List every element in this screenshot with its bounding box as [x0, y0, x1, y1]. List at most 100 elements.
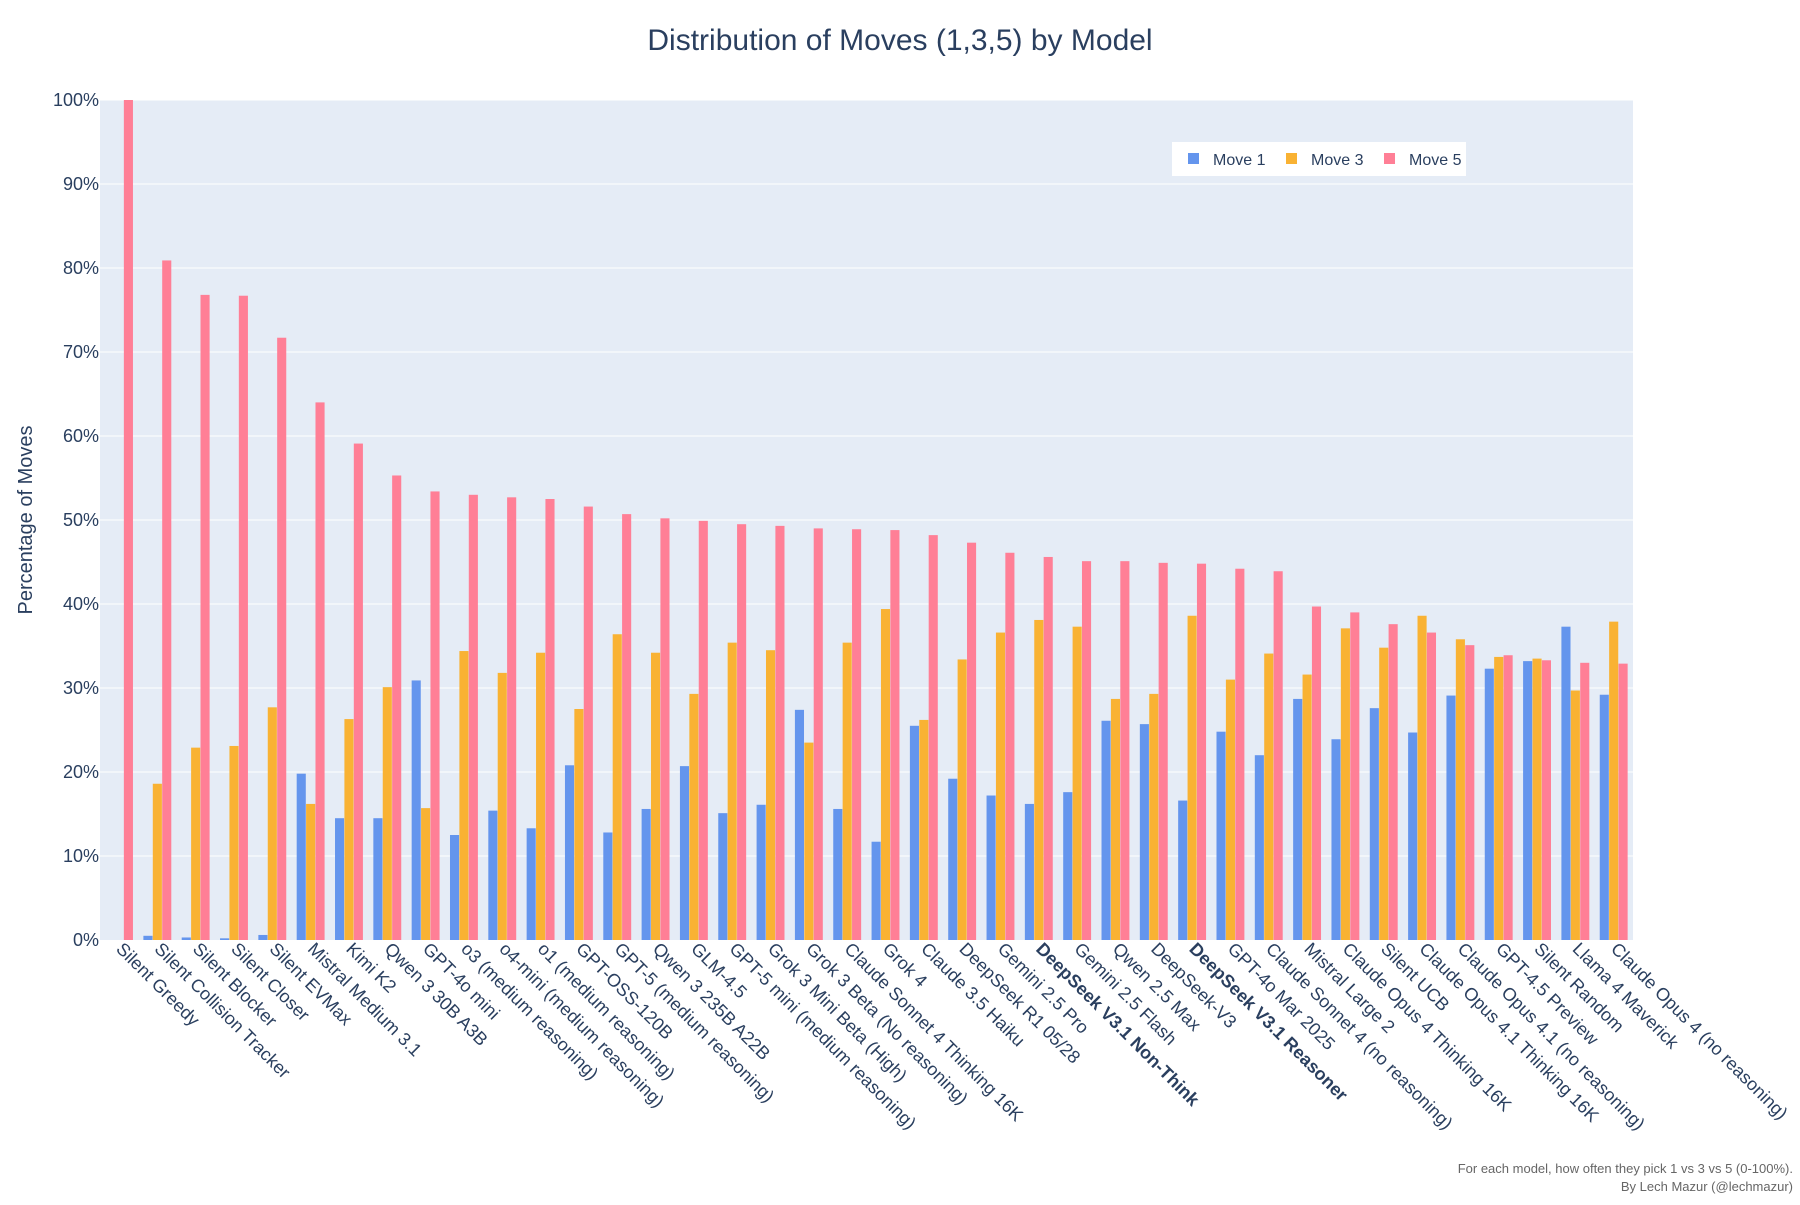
bar-move-3-gpt-4o-mar-2025	[1225, 679, 1235, 940]
y-tick-label: 10%	[63, 846, 99, 866]
bar-move-3-claude-sonnet-4-thinking-16k	[842, 642, 852, 940]
legend-label-move-5: Move 5	[1409, 152, 1462, 169]
bar-move-1-claude-opus-4-1-no-reasoning	[1446, 695, 1456, 940]
bar-move-3-gpt-4-5-preview	[1494, 656, 1504, 940]
bar-move-3-grok-4	[880, 609, 891, 940]
bar-move-1-gpt-5-medium-reasoning	[603, 832, 613, 940]
y-tick-label: 20%	[63, 762, 99, 782]
bar-move-1-gpt-4o-mar-2025	[1216, 731, 1226, 940]
bar-move-3-claude-opus-4-1-no-reasoning	[1455, 639, 1465, 940]
bar-move-5-gpt-4-5-preview	[1503, 655, 1513, 940]
bar-move-3-o3-medium-reasoning	[459, 651, 469, 940]
bar-move-5-grok-3-mini-beta-high	[775, 525, 785, 940]
bar-move-1-claude-opus-4-thinking-16k	[1331, 739, 1341, 940]
bar-move-1-silent-random	[1523, 661, 1533, 940]
bar-move-5-kimi-k2	[353, 443, 363, 940]
y-tick-label: 30%	[63, 678, 99, 698]
bar-move-3-gemini-2-5-flash	[1072, 626, 1082, 940]
bar-move-5-gpt-oss-120b	[583, 506, 593, 940]
bar-move-3-claude-opus-4-thinking-16k	[1340, 628, 1350, 940]
bar-move-3-silent-collision-tracker	[152, 783, 162, 940]
bar-move-3-glm-4-5	[689, 693, 699, 940]
bar-move-3-qwen-2-5-max	[1110, 698, 1121, 940]
bar-move-1-glm-4-5	[679, 766, 690, 940]
bar-move-1-kimi-k2	[335, 818, 345, 940]
y-tick-label: 40%	[63, 594, 99, 614]
bar-move-5-silent-blocker	[200, 294, 210, 940]
y-axis-ticks: 0% 10% 20% 30% 40% 50% 60% 70% 80% 90% 100%	[53, 90, 99, 950]
bar-move-1-grok-3-beta-no-reasoning	[794, 709, 805, 940]
bar-move-5-silent-evmax	[277, 337, 287, 941]
bar-move-1-silent-collision-tracker	[143, 935, 153, 940]
bar-move-5-silent-closer	[238, 295, 248, 941]
bar-move-5-grok-3-beta-no-reasoning	[813, 528, 823, 940]
bar-move-5-deepseek-v3-1-non-think	[1043, 556, 1053, 940]
bar-move-5-deepseek-v3	[1158, 562, 1168, 940]
bar-move-1-deepseek-v3-1-reasoner	[1178, 800, 1188, 940]
bar-move-5-o3-medium-reasoning	[468, 494, 478, 940]
bar-move-3-claude-opus-4-1-thinking-16k	[1417, 615, 1427, 940]
bar-move-1-grok-4	[871, 841, 881, 940]
bar-move-1-qwen-3-30b-a3b	[373, 818, 383, 940]
bar-move-3-llama-4-maverick	[1570, 690, 1580, 940]
bar-move-5-claude-sonnet-4-thinking-16k	[852, 529, 862, 940]
bar-move-1-o3-medium-reasoning	[449, 835, 460, 940]
bar-move-3-qwen-3-235b-a22b	[651, 652, 661, 940]
bar-move-5-grok-4	[890, 530, 900, 940]
bar-move-1-gpt-oss-120b	[564, 765, 575, 940]
bar-move-5-mistral-medium-3-1	[315, 402, 325, 940]
bar-move-1-mistral-medium-3-1	[296, 773, 306, 940]
bar-move-5-o4-mini-medium-reasoning	[507, 497, 517, 940]
y-tick-label: 70%	[63, 342, 99, 362]
annotation-author: By Lech Mazur (@lechmazur)	[1621, 1179, 1793, 1194]
bar-move-1-deepseek-v3	[1139, 724, 1149, 940]
bar-move-1-gemini-2-5-pro	[986, 795, 996, 940]
bar-move-1-gpt-5-mini-medium-reasoning	[718, 813, 728, 940]
bar-move-5-gpt-4o-mini	[430, 491, 440, 940]
legend-swatch-move-3	[1286, 153, 1297, 164]
bar-move-3-deepseek-v3-1-non-think	[1034, 619, 1044, 940]
bar-move-1-deepseek-r1-05-28	[948, 778, 958, 940]
bar-move-5-gemini-2-5-pro	[1005, 552, 1015, 940]
bar-move-5-qwen-2-5-max	[1120, 561, 1130, 940]
bar-move-1-gpt-4o-mini	[411, 680, 421, 940]
bars	[123, 100, 1628, 941]
bar-move-5-glm-4-5	[698, 520, 708, 940]
bar-move-5-claude-opus-4-1-no-reasoning	[1465, 645, 1475, 940]
bar-move-3-deepseek-v3-1-reasoner	[1187, 615, 1197, 940]
x-tick-label: Claude Opus 4 (no reasoning)	[1607, 939, 1792, 1124]
legend-box	[1172, 142, 1466, 176]
bar-move-3-o1-medium-reasoning	[536, 652, 546, 940]
bar-move-5-silent-ucb	[1388, 624, 1398, 940]
bar-move-1-silent-evmax	[258, 934, 268, 940]
y-tick-label: 50%	[63, 510, 99, 530]
y-tick-label: 0%	[73, 930, 99, 950]
legend-label-move-1: Move 1	[1213, 152, 1266, 169]
bar-move-1-claude-opus-4-no-reasoning	[1599, 694, 1609, 940]
y-axis-label: Percentage of Moves	[15, 426, 37, 615]
bar-move-5-silent-collision-tracker	[162, 260, 172, 940]
legend: Move 1 Move 3 Move 5	[1172, 142, 1466, 176]
bar-move-3-deepseek-r1-05-28	[957, 659, 967, 940]
bar-move-3-mistral-large-2	[1302, 674, 1312, 940]
bar-move-1-silent-ucb	[1369, 708, 1379, 940]
bar-move-3-silent-closer	[229, 745, 239, 940]
bar-move-3-gpt-5-mini-medium-reasoning	[727, 642, 737, 940]
bar-move-1-o4-mini-medium-reasoning	[488, 810, 498, 940]
bar-move-5-claude-3-5-haiku	[928, 535, 938, 940]
bar-move-1-gpt-4-5-preview	[1484, 668, 1494, 940]
legend-swatch-move-1	[1188, 153, 1199, 164]
bar-move-5-deepseek-v3-1-reasoner	[1196, 563, 1207, 940]
bar-move-5-gemini-2-5-flash	[1081, 561, 1092, 940]
chart-title: Distribution of Moves (1,3,5) by Model	[647, 24, 1152, 57]
y-tick-label: 100%	[53, 90, 99, 110]
bar-move-5-claude-opus-4-thinking-16k	[1350, 612, 1360, 940]
bar-move-3-silent-random	[1532, 658, 1542, 940]
bar-move-1-claude-3-5-haiku	[909, 725, 919, 940]
bar-move-3-grok-3-beta-no-reasoning	[804, 742, 814, 940]
bar-move-3-claude-sonnet-4-no-reasoning	[1264, 653, 1274, 940]
bar-move-1-llama-4-maverick	[1561, 626, 1571, 940]
bar-move-5-gpt-5-medium-reasoning	[622, 514, 632, 940]
bar-move-5-llama-4-maverick	[1580, 662, 1590, 940]
